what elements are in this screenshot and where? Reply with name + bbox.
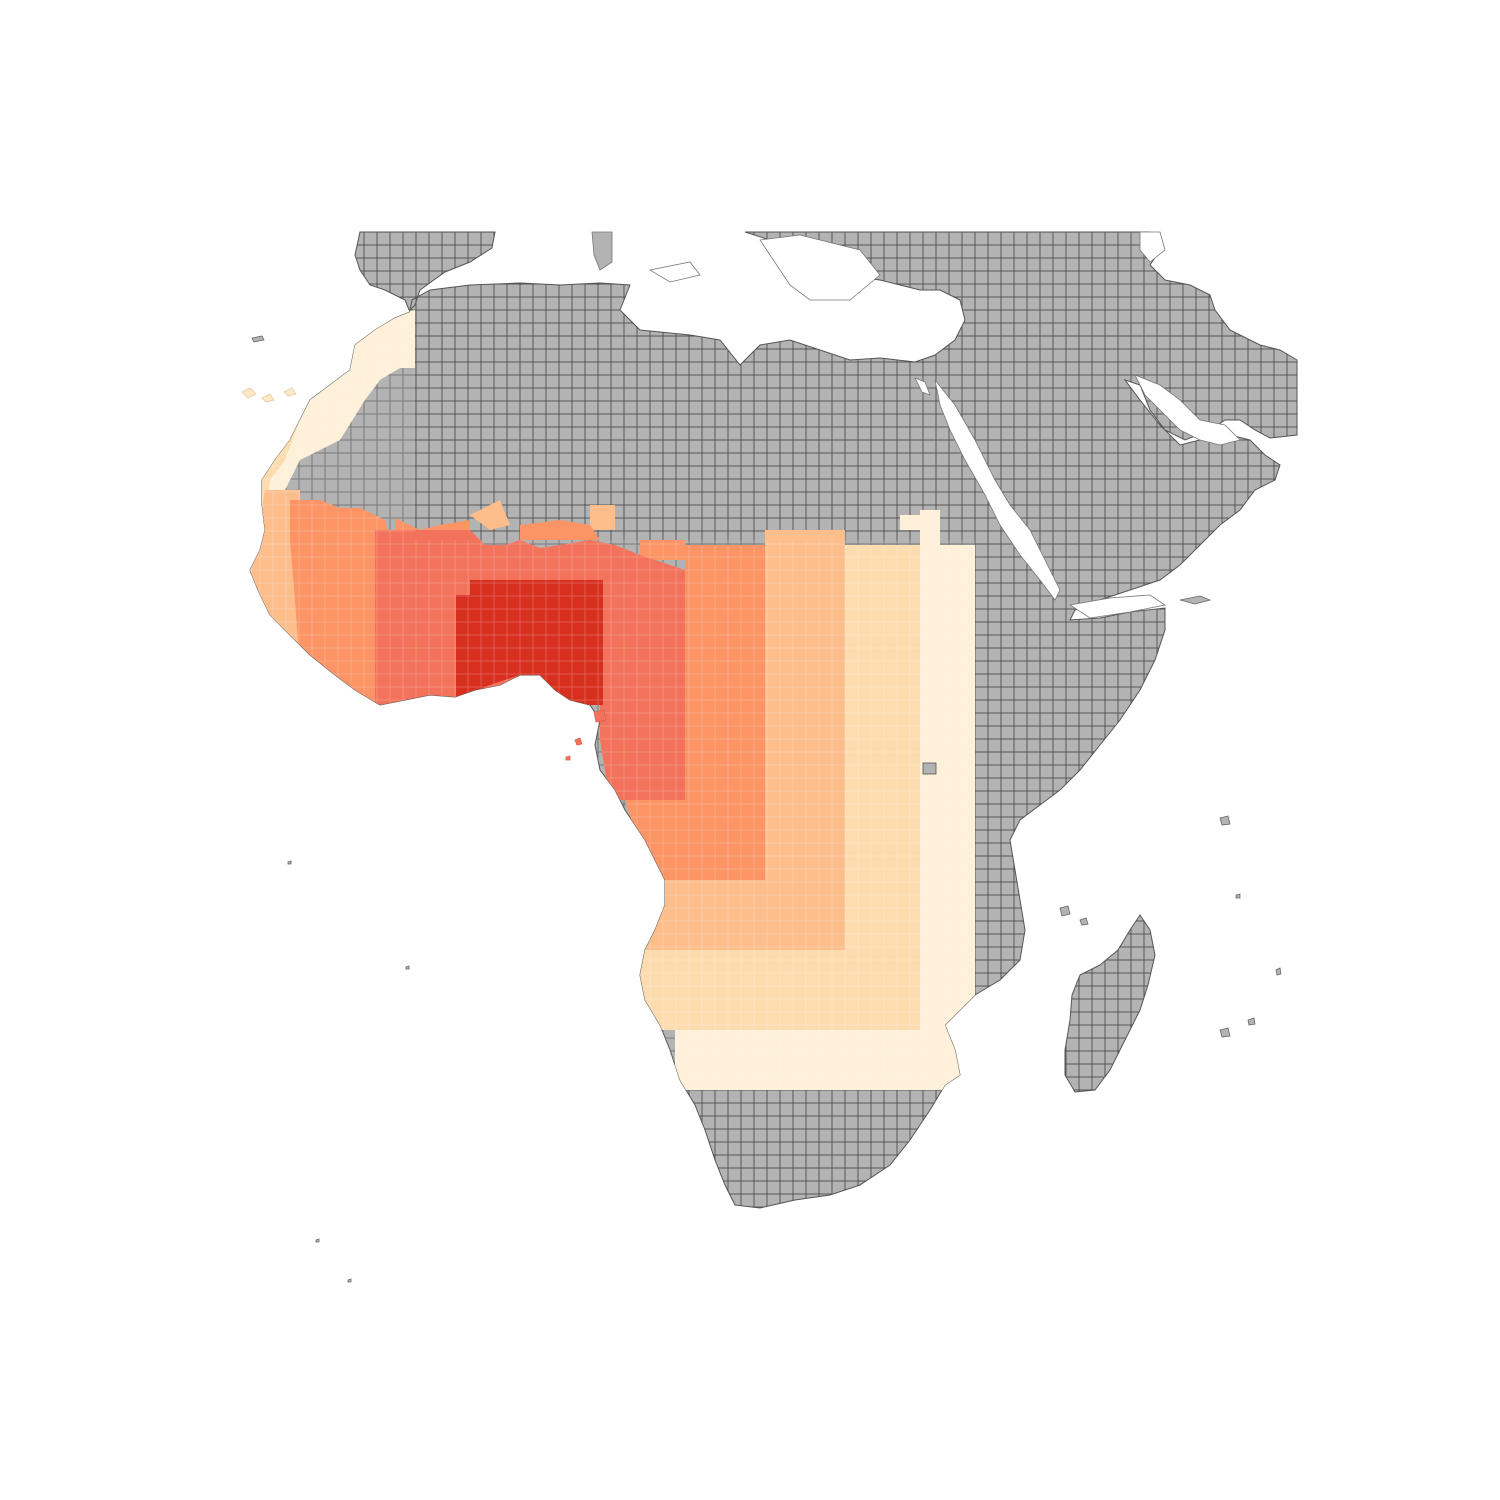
caspian-edge bbox=[1139, 231, 1166, 263]
sardinia-corsica-gap bbox=[591, 231, 613, 271]
bioko-island bbox=[593, 709, 607, 723]
gulf-of-aden bbox=[1068, 594, 1167, 619]
sicily-water bbox=[648, 261, 701, 283]
persian-gulf bbox=[1134, 374, 1241, 446]
filled-grid-lines bbox=[250, 320, 975, 1090]
sao-tome-island bbox=[574, 737, 583, 746]
seychelles-islands bbox=[1219, 815, 1231, 826]
water-bodies bbox=[591, 231, 1241, 619]
saint-helena-island bbox=[405, 965, 410, 970]
gulf-of-suez bbox=[914, 377, 931, 396]
zanzibar-island bbox=[1235, 893, 1241, 899]
tristan-da-cunha-island bbox=[315, 1238, 352, 1283]
red-sea bbox=[934, 379, 1061, 601]
socotra-island bbox=[1179, 595, 1212, 605]
unfilled-cell bbox=[922, 762, 937, 775]
canary-islands bbox=[241, 387, 297, 403]
islands bbox=[241, 335, 1282, 1283]
reunion-island bbox=[1275, 967, 1282, 976]
mauritius-island bbox=[1219, 1017, 1256, 1038]
madeira-island bbox=[251, 335, 265, 343]
ascension-island bbox=[287, 860, 292, 865]
comoros-islands bbox=[1059, 905, 1089, 926]
aegean-water bbox=[759, 234, 881, 301]
annobon-island bbox=[565, 755, 571, 761]
